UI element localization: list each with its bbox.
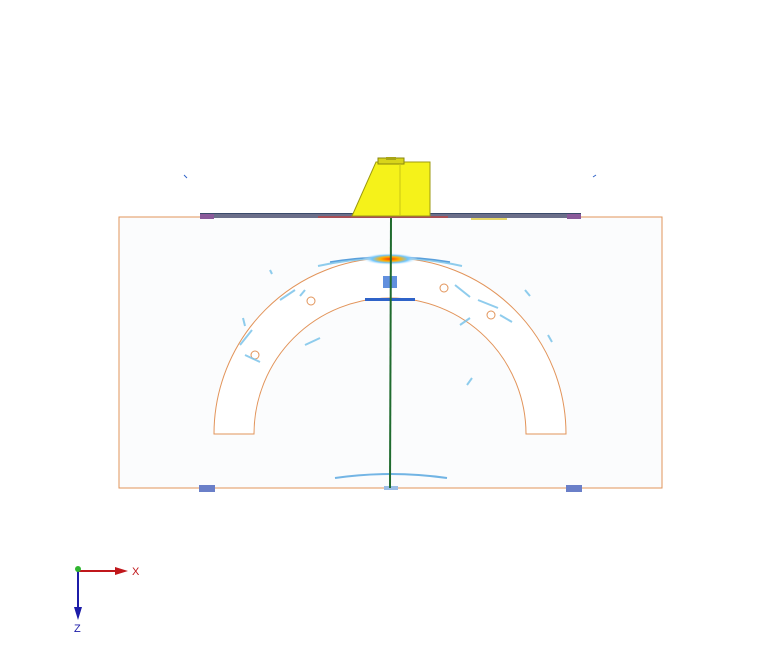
triad-z-label: Z [74,623,81,635]
triad-x-arrowhead [115,567,128,575]
hole-marker [486,310,496,320]
triad-z-arrowhead [74,607,82,620]
triad-x-label: X [132,566,140,578]
surface-plate-left-end [200,214,214,219]
arch-region-outline [213,257,567,435]
surface-plate-yellow-strip [471,218,507,220]
triad-y-origin [75,566,81,572]
wavefield-echoes [239,256,553,479]
probe-wedge[interactable] [351,161,431,217]
bottom-echo-left [199,485,215,492]
bottom-echo-right [566,485,582,492]
hole-marker [306,296,316,306]
orientation-triad: X Z [74,566,140,635]
surface-plate-right-end [567,214,581,219]
scene-marker-left [183,174,188,179]
probe-connector-tip [386,157,396,160]
hole-marker [439,283,449,293]
surface-plate-red [318,216,448,218]
scene-marker-right [592,174,597,178]
beam-axis [389,217,392,489]
